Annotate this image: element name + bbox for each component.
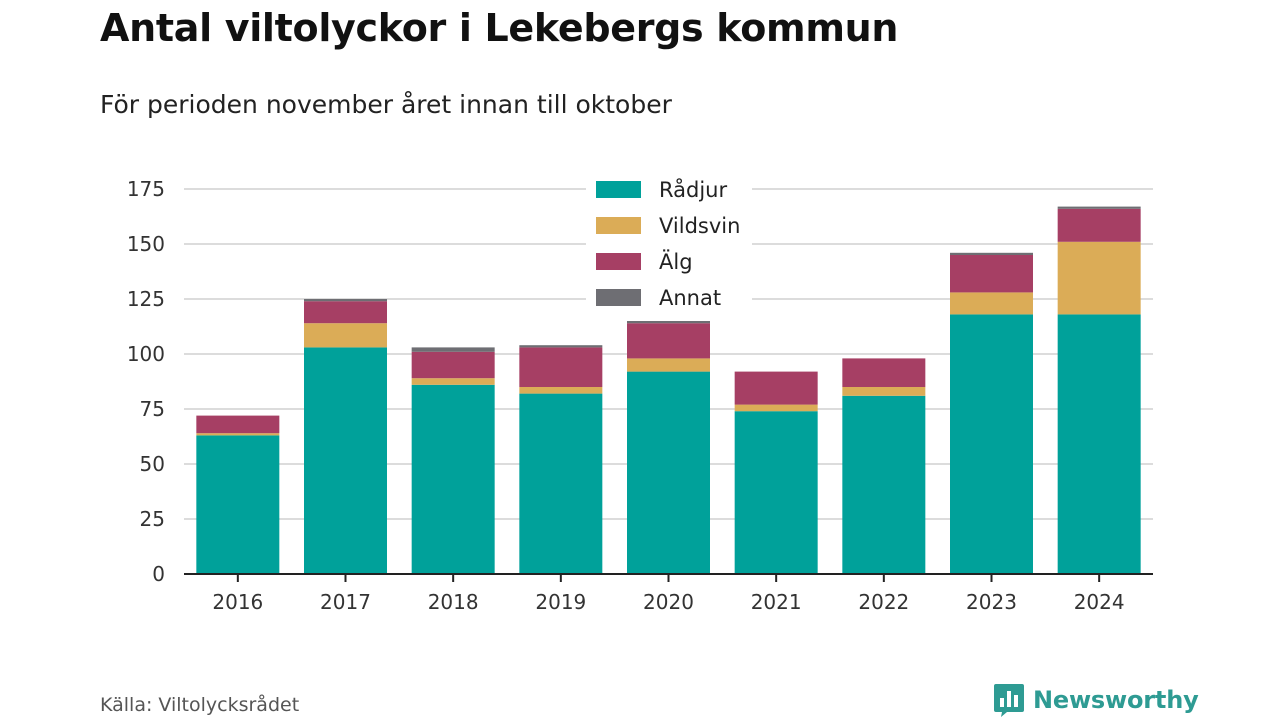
x-tick-label: 2016 <box>212 590 263 614</box>
bar-segment-vildsvin <box>196 433 280 436</box>
bar-segment-vildsvin <box>842 387 926 396</box>
bar-segment-älg <box>519 347 603 387</box>
y-tick-label: 125 <box>127 287 165 311</box>
bar-segment-älg <box>411 351 495 379</box>
bar-segment-älg <box>304 301 387 324</box>
bar-segment-vildsvin <box>734 404 818 412</box>
legend-label: Älg <box>659 249 693 274</box>
legend-swatch-vildsvin <box>596 217 641 234</box>
bar-segment-rådjur <box>734 411 818 574</box>
y-tick-label: 150 <box>127 232 165 256</box>
y-tick-label: 50 <box>140 452 165 476</box>
bar-segment-vildsvin <box>1057 241 1141 315</box>
bar-segment-vildsvin <box>304 323 387 348</box>
bar-segment-älg <box>950 255 1033 293</box>
bar-segment-vildsvin <box>627 358 710 372</box>
bar-segment-rådjur <box>411 384 495 574</box>
bar-segment-annat <box>519 345 603 348</box>
x-tick-label: 2021 <box>751 590 802 614</box>
x-tick-label: 2023 <box>966 590 1017 614</box>
legend-swatch-rådjur <box>596 181 641 198</box>
bar-segment-rådjur <box>304 347 387 574</box>
x-tick-label: 2022 <box>858 590 909 614</box>
bar-segment-rådjur <box>842 395 926 574</box>
stacked-bar-chart: 0 25 50 75 100 125 150 175 2016 2017 2018 2019 2020 2… <box>126 177 1153 614</box>
source-note: Källa: Viltolycksrådet <box>100 694 300 716</box>
bar-segment-rådjur <box>196 435 280 574</box>
y-tick-label: 100 <box>127 342 165 366</box>
brand-name: Newsworthy <box>1033 686 1199 714</box>
bar-segment-älg <box>627 323 710 359</box>
legend-label: Vildsvin <box>659 214 740 238</box>
bar-segment-rådjur <box>1057 314 1141 574</box>
x-tick-label: 2020 <box>643 590 694 614</box>
bar-segment-vildsvin <box>950 292 1033 315</box>
y-tick-label: 0 <box>152 562 165 586</box>
bar-segment-rådjur <box>950 314 1033 574</box>
bar-segment-älg <box>734 371 818 405</box>
brand-logo[interactable]: Newsworthy <box>993 682 1199 718</box>
x-tick-label: 2024 <box>1074 590 1125 614</box>
x-tick-label: 2018 <box>428 590 479 614</box>
bar-chart-bubble-icon <box>994 684 1024 717</box>
x-tick-label: 2019 <box>535 590 586 614</box>
bar-segment-annat <box>950 252 1033 255</box>
legend-swatch-älg <box>596 253 641 270</box>
x-tick-label: 2017 <box>320 590 371 614</box>
bar-segment-älg <box>1057 208 1141 242</box>
bar-segment-annat <box>411 347 495 352</box>
legend-label: Rådjur <box>659 177 727 202</box>
bar-segment-älg <box>196 415 280 434</box>
bar-segment-rådjur <box>519 393 603 574</box>
bar-segment-älg <box>842 358 926 387</box>
bar-segment-vildsvin <box>411 378 495 385</box>
bar-segment-annat <box>1057 206 1141 209</box>
chart-subtitle: För perioden november året innan till ok… <box>100 90 672 119</box>
legend-label: Annat <box>659 286 721 310</box>
bar-segment-vildsvin <box>519 387 603 394</box>
y-tick-label: 175 <box>127 177 165 201</box>
bar-segment-annat <box>627 321 710 324</box>
y-tick-label: 75 <box>140 397 165 421</box>
bar-segment-rådjur <box>627 371 710 574</box>
legend-swatch-annat <box>596 289 641 306</box>
chart-title: Antal viltolyckor i Lekebergs kommun <box>100 6 899 50</box>
y-tick-label: 25 <box>140 507 165 531</box>
bar-segment-annat <box>304 299 387 302</box>
